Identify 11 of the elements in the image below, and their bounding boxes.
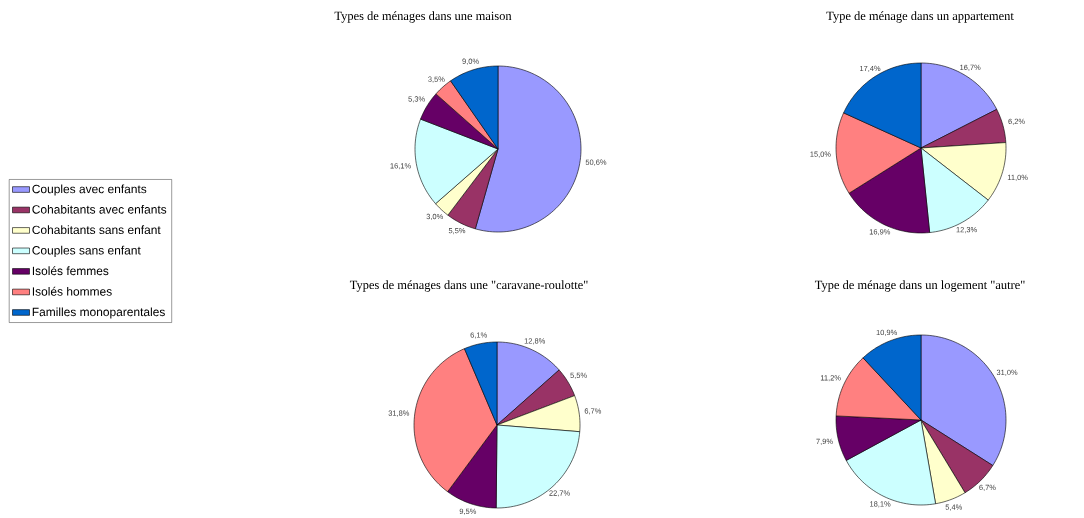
legend-label: Isolés hommes xyxy=(32,286,112,296)
legend-label: Familles monoparentales xyxy=(32,307,165,319)
legend-label: Couples sans enfant xyxy=(32,245,141,257)
chart-title: Type de ménage dans un appartement xyxy=(826,11,1014,23)
legend-label: Isolés femmes xyxy=(32,266,109,276)
chart-title: Types de ménages dans une "caravane-roulotte" xyxy=(349,280,588,292)
legend-label: Couples avec enfants xyxy=(32,184,147,196)
legend-label: Cohabitants avec enfants xyxy=(32,204,167,214)
chart-title: Type de ménage dans un logement "autre" xyxy=(814,280,1025,292)
legend-label: Cohabitants sans enfant xyxy=(32,225,161,235)
chart-title: Types de ménages dans une maison xyxy=(334,11,512,23)
